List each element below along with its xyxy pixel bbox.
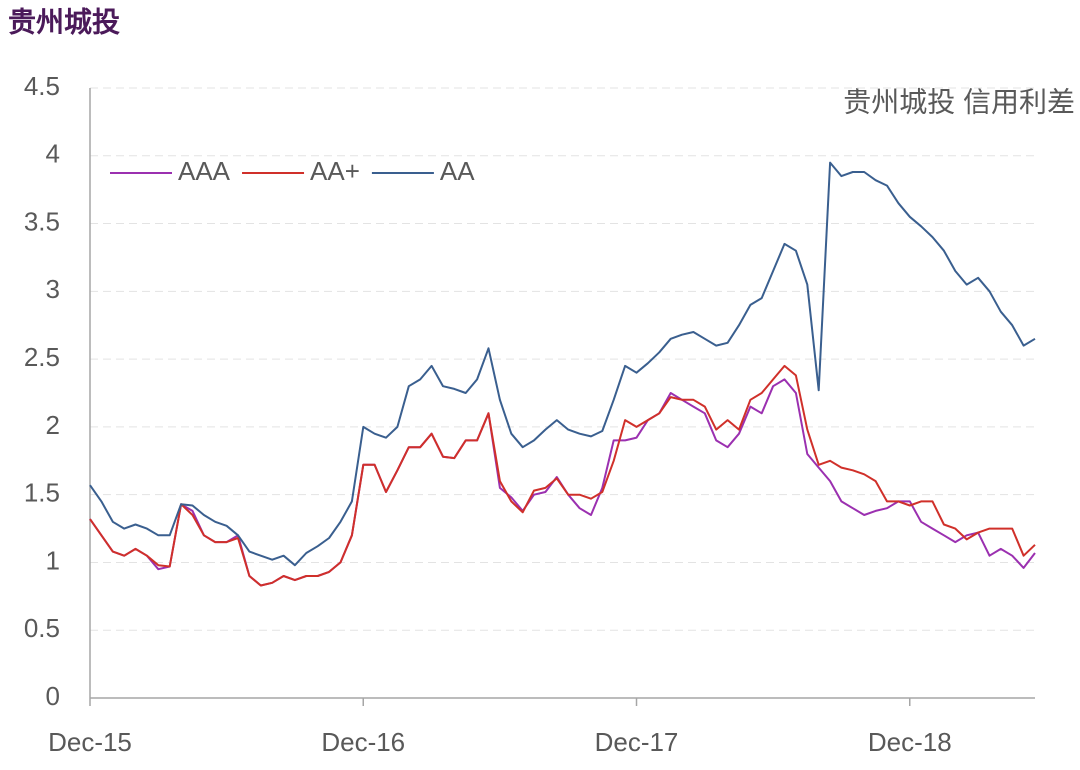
y-tick-label: 4 [46, 139, 60, 169]
y-tick-label: 2 [46, 410, 60, 440]
chart-title: 贵州城投 [8, 6, 120, 37]
y-tick-label: 0.5 [24, 613, 60, 643]
y-tick-label: 3 [46, 274, 60, 304]
x-tick-label: Dec-15 [48, 727, 132, 757]
legend-label: AAA [178, 156, 231, 186]
x-tick-label: Dec-16 [321, 727, 405, 757]
y-tick-label: 2.5 [24, 342, 60, 372]
y-tick-label: 4.5 [24, 71, 60, 101]
line-series [89, 161, 1036, 567]
x-tick-label: Dec-18 [868, 727, 952, 757]
legend-label: AA [440, 156, 475, 186]
y-tick-label: 3.5 [24, 206, 60, 236]
line-series [89, 378, 1036, 587]
line-series [89, 364, 1036, 587]
legend-label: AA+ [310, 156, 360, 186]
y-tick-label: 1.5 [24, 478, 60, 508]
annotation: 贵州城投 信用利差 [843, 86, 1075, 117]
y-tick-label: 1 [46, 545, 60, 575]
y-tick-label: 0 [46, 681, 60, 711]
x-tick-label: Dec-17 [595, 727, 679, 757]
